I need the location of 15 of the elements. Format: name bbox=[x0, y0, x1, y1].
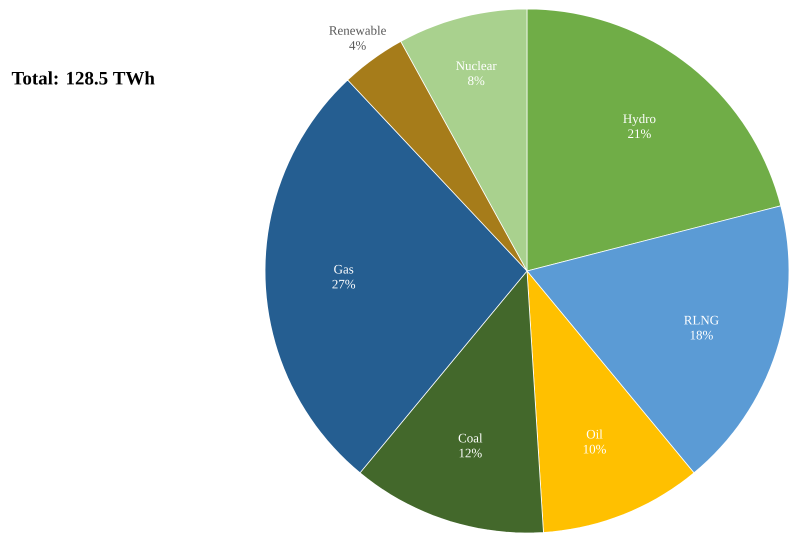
data-label: 10% bbox=[584, 444, 606, 454]
data-label: 4% bbox=[349, 40, 366, 50]
slice-label: Coal bbox=[458, 433, 482, 442]
slice-label: Hydro bbox=[623, 114, 656, 126]
slice-label: Oil bbox=[586, 429, 603, 438]
data-label: 8% bbox=[468, 76, 484, 85]
data-label: 12% bbox=[460, 448, 482, 458]
data-label: 21% bbox=[628, 129, 651, 138]
text: Total: 128.5 TWh bbox=[12, 71, 155, 85]
data-label: 18% bbox=[690, 330, 713, 340]
slice-label: Gas bbox=[334, 264, 354, 274]
data-label: 27% bbox=[332, 280, 356, 288]
slice-label: RLNG bbox=[684, 316, 719, 324]
slice-label: Nuclear bbox=[456, 60, 497, 70]
slice-label: Renewable bbox=[329, 26, 386, 35]
